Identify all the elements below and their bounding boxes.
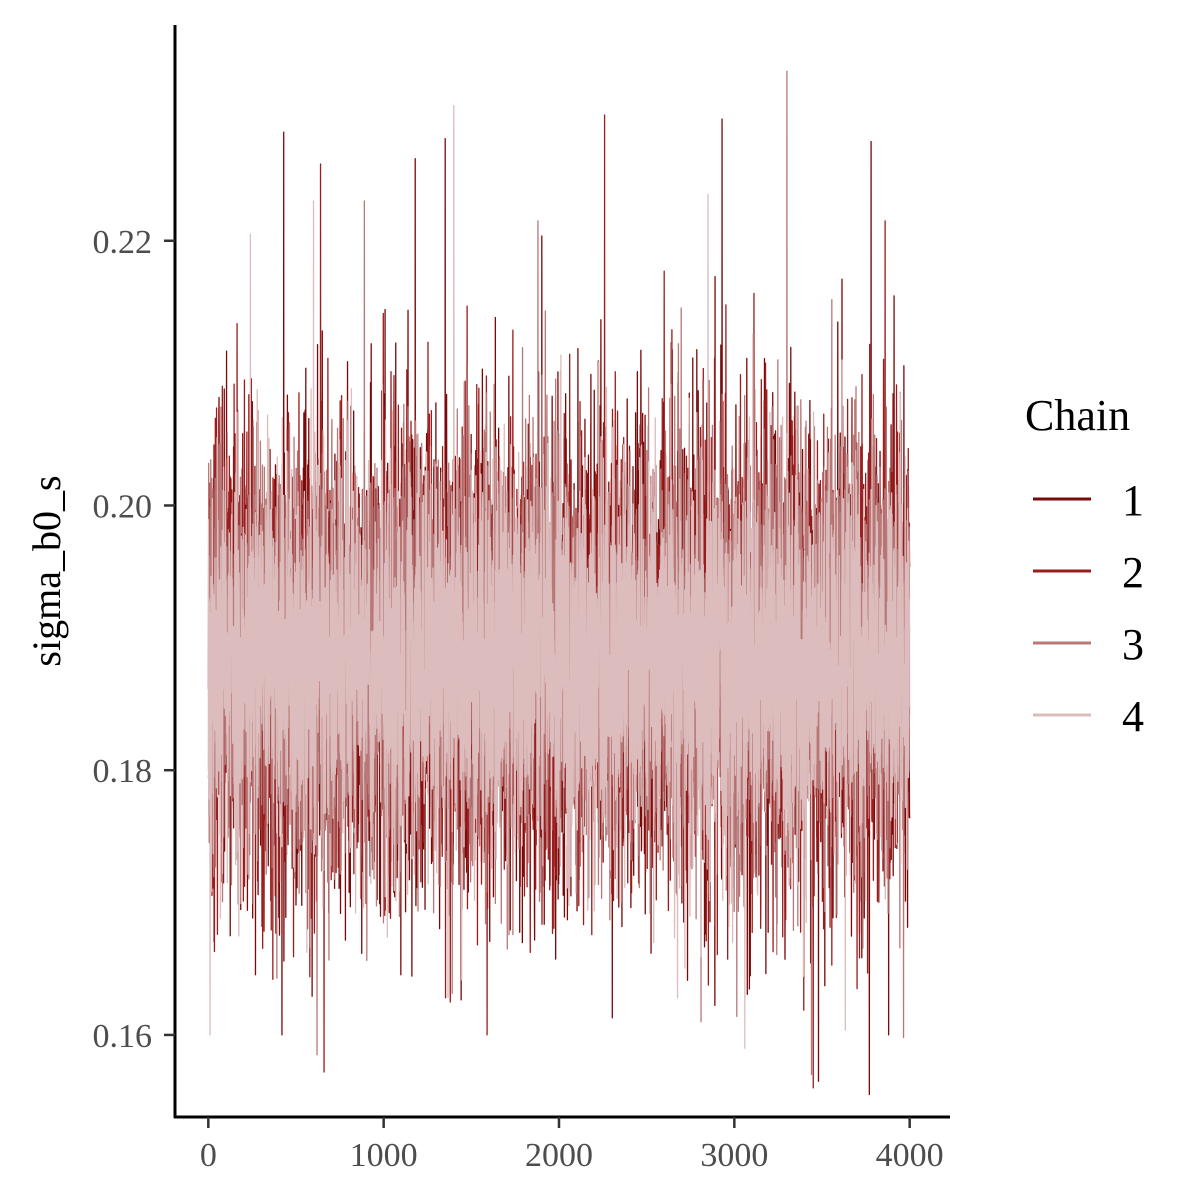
series-layer bbox=[207, 70, 911, 1096]
y-axis-title: sigma_b0_s bbox=[24, 475, 69, 666]
x-tick-label: 0 bbox=[200, 1137, 217, 1174]
legend: Chain 1 2 3 4 bbox=[1025, 391, 1144, 741]
legend-label-chain-4: 4 bbox=[1122, 692, 1144, 741]
x-tick-label: 4000 bbox=[876, 1137, 944, 1174]
x-tick-label: 1000 bbox=[350, 1137, 418, 1174]
x-ticks: 0 1000 2000 3000 4000 bbox=[200, 1117, 944, 1174]
x-tick-label: 2000 bbox=[525, 1137, 593, 1174]
trace-line-chain-4 bbox=[207, 105, 911, 1049]
y-tick-label: 0.22 bbox=[93, 224, 153, 261]
y-tick-label: 0.16 bbox=[93, 1018, 153, 1055]
legend-label-chain-2: 2 bbox=[1122, 548, 1144, 597]
y-tick-label: 0.20 bbox=[93, 488, 153, 525]
legend-title: Chain bbox=[1025, 391, 1130, 440]
y-ticks: 0.16 0.18 0.20 0.22 bbox=[93, 224, 175, 1055]
x-tick-label: 3000 bbox=[700, 1137, 768, 1174]
y-tick-label: 0.18 bbox=[93, 753, 153, 790]
legend-label-chain-3: 3 bbox=[1122, 620, 1144, 669]
legend-label-chain-1: 1 bbox=[1122, 476, 1144, 525]
